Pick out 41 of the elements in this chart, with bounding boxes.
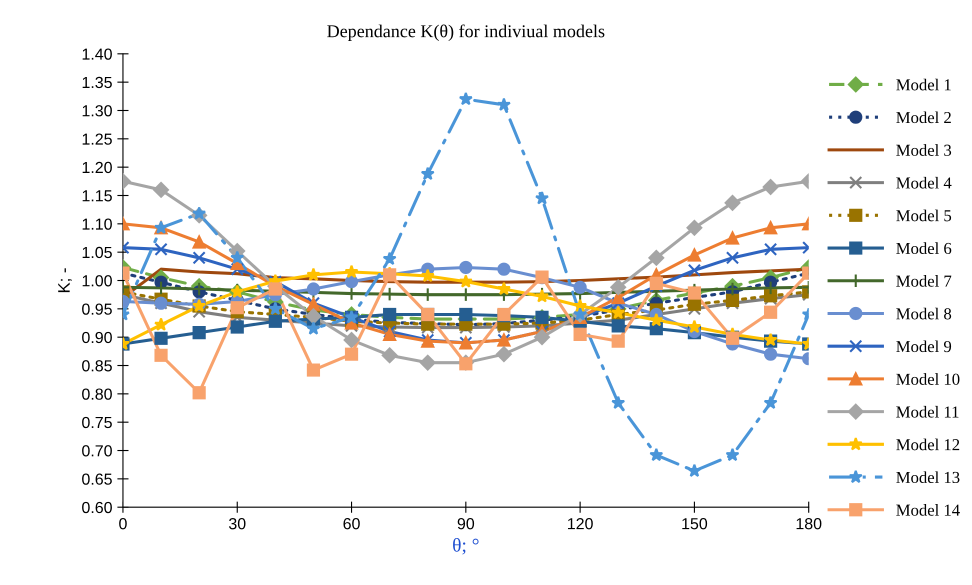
x-axis-title: θ; °: [453, 538, 479, 555]
y-tick-label: 0.80: [82, 388, 112, 400]
y-tick-label: 1.35: [82, 76, 112, 88]
y-tick-label: 0.90: [82, 332, 112, 344]
y-tick-label: 0.75: [82, 416, 112, 428]
y-tick-label: 1.05: [82, 246, 112, 258]
y-tick-label: 0.70: [82, 445, 112, 456]
x-tick-label: 150: [682, 518, 708, 530]
y-axis-title: K; -: [58, 268, 72, 292]
y-tick-label: 1.20: [82, 162, 112, 174]
legend-label: Model 7: [896, 275, 952, 287]
legend-label: Model 8: [896, 308, 952, 320]
legend-label: Model 2: [896, 111, 951, 124]
legend-label: Model 9: [896, 340, 952, 352]
legend-label: Model 11: [896, 406, 958, 418]
legend-label: Model 1: [896, 78, 951, 90]
y-tick-label: 1.30: [82, 105, 112, 116]
y-tick-label: 0.95: [82, 303, 112, 315]
y-tick-label: 1.15: [82, 190, 112, 202]
legend-label: Model 14: [896, 504, 960, 516]
legend-label: Model 5: [896, 210, 952, 222]
legend-label: Model 4: [896, 176, 952, 189]
x-tick-label: 180: [796, 518, 822, 530]
y-tick-label: 1.00: [82, 275, 112, 286]
y-tick-label: 1.25: [82, 133, 112, 145]
x-tick-label: 60: [343, 518, 360, 530]
x-tick-label: 120: [568, 518, 593, 530]
legend-label: Model 13: [896, 471, 960, 484]
legend-label: Model 10: [896, 373, 960, 385]
x-tick-label: 0: [119, 518, 127, 530]
y-tick-label: 1.40: [82, 48, 112, 60]
y-tick-label: 1.10: [82, 218, 112, 230]
x-tick-label: 90: [458, 518, 474, 530]
legend-label: Model 6: [896, 242, 952, 254]
y-tick-label: 0.60: [82, 502, 112, 514]
legend-label: Model 12: [896, 438, 960, 450]
legend-label: Model 3: [896, 144, 952, 156]
chart-title: Dependance K(θ) for indiviual models: [327, 24, 604, 41]
y-tick-label: 0.65: [82, 473, 112, 485]
x-tick-label: 30: [228, 518, 246, 530]
y-tick-label: 0.85: [82, 360, 112, 372]
